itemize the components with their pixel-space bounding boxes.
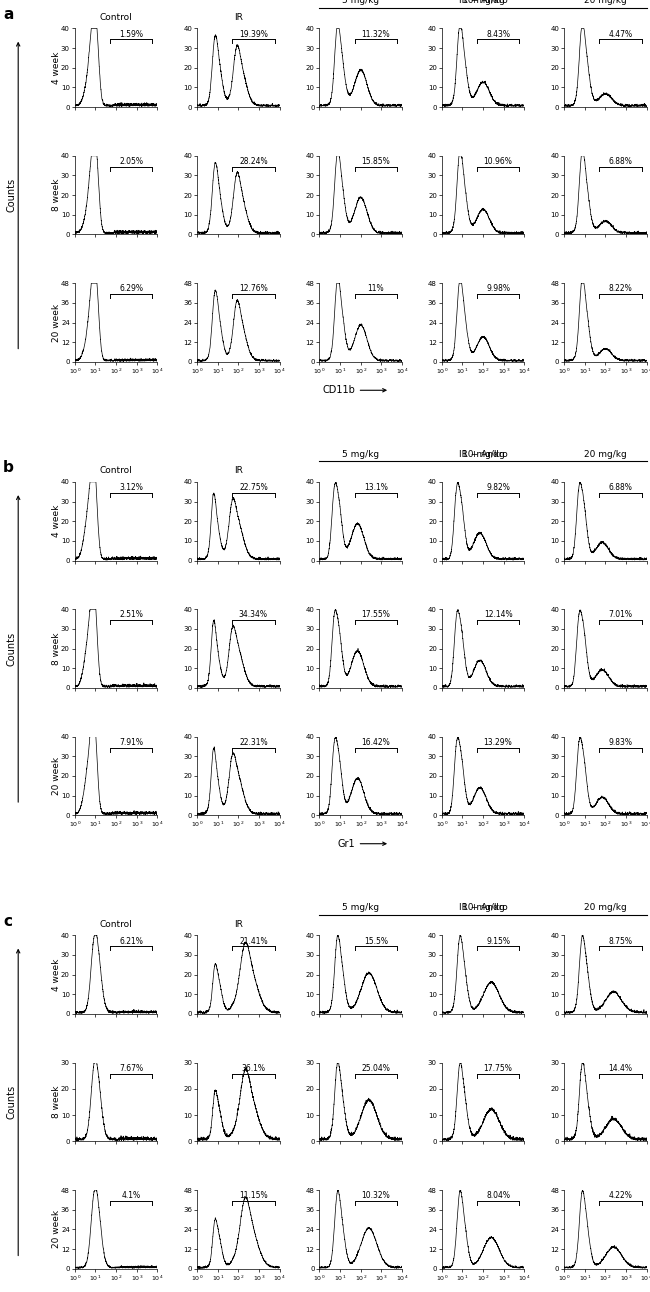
Text: IR + Andro: IR + Andro	[459, 0, 508, 5]
Text: 34.34%: 34.34%	[239, 611, 268, 619]
Text: 20 mg/kg: 20 mg/kg	[584, 903, 627, 912]
Text: Control: Control	[99, 13, 133, 22]
Text: 7.01%: 7.01%	[608, 611, 632, 619]
Text: IR: IR	[234, 466, 243, 475]
Text: 20 mg/kg: 20 mg/kg	[584, 0, 627, 5]
Text: a: a	[3, 6, 14, 22]
Text: 2.05%: 2.05%	[119, 158, 143, 167]
Text: 36.1%: 36.1%	[241, 1063, 265, 1072]
Text: 6.29%: 6.29%	[119, 284, 143, 293]
Text: Counts: Counts	[6, 632, 16, 665]
Text: 5 mg/kg: 5 mg/kg	[342, 450, 380, 459]
Text: 13.29%: 13.29%	[484, 738, 512, 747]
Text: 11.32%: 11.32%	[361, 30, 390, 39]
Text: 20 week: 20 week	[52, 1211, 61, 1248]
Text: Counts: Counts	[6, 1085, 16, 1119]
Text: Control: Control	[99, 920, 133, 929]
Text: 5 mg/kg: 5 mg/kg	[342, 0, 380, 5]
Text: 8 week: 8 week	[52, 632, 61, 665]
Text: 10.32%: 10.32%	[361, 1191, 390, 1200]
Text: 16.42%: 16.42%	[361, 738, 390, 747]
Text: 11%: 11%	[367, 284, 384, 293]
Text: CD11b: CD11b	[322, 385, 356, 395]
Text: 8.43%: 8.43%	[486, 30, 510, 39]
Text: 1.59%: 1.59%	[119, 30, 143, 39]
Text: 11.15%: 11.15%	[239, 1191, 268, 1200]
Text: 17.75%: 17.75%	[484, 1063, 512, 1072]
Text: 20 mg/kg: 20 mg/kg	[584, 450, 627, 459]
Text: 8 week: 8 week	[52, 1085, 61, 1119]
Text: 10 mg/kg: 10 mg/kg	[462, 450, 504, 459]
Text: 21.41%: 21.41%	[239, 937, 268, 946]
Text: 3.12%: 3.12%	[119, 483, 143, 492]
Text: 15.85%: 15.85%	[361, 158, 390, 167]
Text: 8.04%: 8.04%	[486, 1191, 510, 1200]
Text: 25.04%: 25.04%	[361, 1063, 390, 1072]
Text: 8 week: 8 week	[52, 178, 61, 212]
Text: 12.14%: 12.14%	[484, 611, 512, 619]
Text: 7.91%: 7.91%	[119, 738, 143, 747]
Text: 4 week: 4 week	[52, 505, 61, 537]
Text: 12.76%: 12.76%	[239, 284, 268, 293]
Text: 8.75%: 8.75%	[608, 937, 632, 946]
Text: 9.83%: 9.83%	[608, 738, 632, 747]
Text: 10 mg/kg: 10 mg/kg	[462, 903, 504, 912]
Text: 22.75%: 22.75%	[239, 483, 268, 492]
Text: IR: IR	[234, 920, 243, 929]
Text: 4.22%: 4.22%	[608, 1191, 632, 1200]
Text: 8.22%: 8.22%	[608, 284, 632, 293]
Text: 4 week: 4 week	[52, 959, 61, 991]
Text: 9.98%: 9.98%	[486, 284, 510, 293]
Text: 7.67%: 7.67%	[119, 1063, 143, 1072]
Text: 17.55%: 17.55%	[361, 611, 390, 619]
Text: 20 week: 20 week	[52, 304, 61, 341]
Text: IR + Andro: IR + Andro	[459, 450, 508, 459]
Text: 4 week: 4 week	[52, 52, 61, 84]
Text: Control: Control	[99, 466, 133, 475]
Text: 6.88%: 6.88%	[608, 158, 632, 167]
Text: 19.39%: 19.39%	[239, 30, 268, 39]
Text: 6.88%: 6.88%	[608, 483, 632, 492]
Text: 9.82%: 9.82%	[486, 483, 510, 492]
Text: 13.1%: 13.1%	[364, 483, 387, 492]
Text: c: c	[3, 913, 12, 929]
Text: Gr1: Gr1	[338, 839, 356, 849]
Text: b: b	[3, 460, 14, 475]
Text: 6.21%: 6.21%	[119, 937, 143, 946]
Text: 4.1%: 4.1%	[122, 1191, 140, 1200]
Text: IR: IR	[234, 13, 243, 22]
Text: 20 week: 20 week	[52, 757, 61, 795]
Text: 28.24%: 28.24%	[239, 158, 268, 167]
Text: 22.31%: 22.31%	[239, 738, 268, 747]
Text: IR + Andro: IR + Andro	[459, 903, 508, 912]
Text: 15.5%: 15.5%	[364, 937, 388, 946]
Text: 2.51%: 2.51%	[119, 611, 143, 619]
Text: 10.96%: 10.96%	[484, 158, 512, 167]
Text: 10 mg/kg: 10 mg/kg	[462, 0, 504, 5]
Text: 9.15%: 9.15%	[486, 937, 510, 946]
Text: 14.4%: 14.4%	[608, 1063, 632, 1072]
Text: 4.47%: 4.47%	[608, 30, 632, 39]
Text: 5 mg/kg: 5 mg/kg	[342, 903, 380, 912]
Text: Counts: Counts	[6, 178, 16, 212]
